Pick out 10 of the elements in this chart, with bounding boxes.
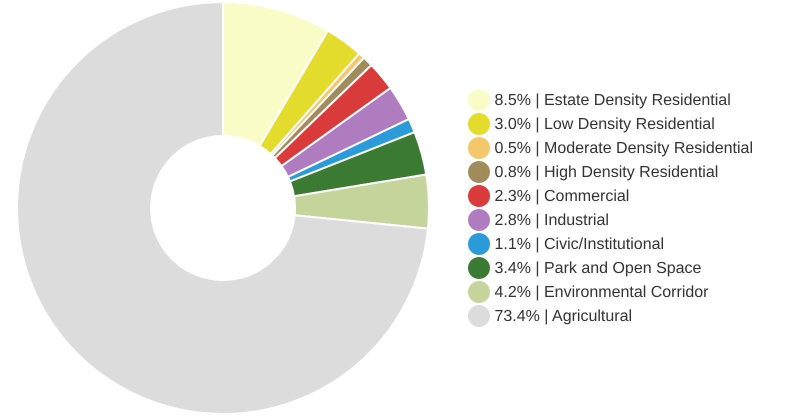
- legend-label: 3.0% | Low Density Residential: [494, 116, 715, 132]
- legend-label: 0.8% | High Density Residential: [494, 164, 718, 180]
- legend-label: 73.4% | Agricultural: [494, 308, 632, 324]
- legend-label: 0.5% | Moderate Density Residential: [494, 140, 753, 156]
- legend-label: 3.4% | Park and Open Space: [494, 260, 702, 276]
- legend-label: 2.8% | Industrial: [494, 212, 609, 228]
- legend-label: 8.5% | Estate Density Residential: [494, 92, 731, 108]
- legend-label: 2.3% | Commercial: [494, 188, 630, 204]
- legend-label: 4.2% | Environmental Corridor: [494, 284, 709, 300]
- legend-label: 1.1% | Civic/Institutional: [494, 236, 664, 252]
